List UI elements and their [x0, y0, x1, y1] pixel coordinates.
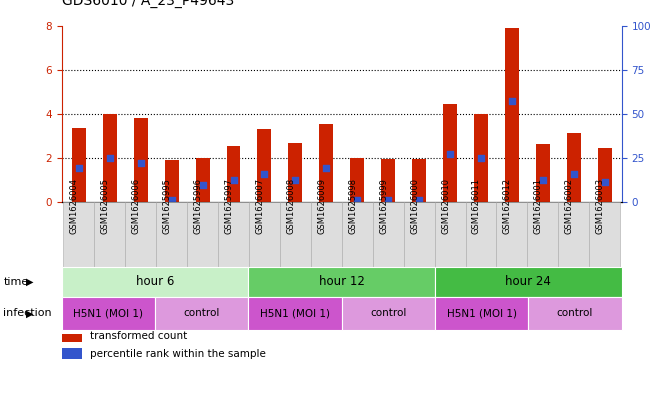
Bar — [249, 297, 342, 330]
Bar — [559, 202, 589, 267]
Bar — [342, 202, 373, 267]
Text: H5N1 (MOI 1): H5N1 (MOI 1) — [447, 309, 517, 318]
Point — [538, 177, 548, 184]
Text: GSM1626000: GSM1626000 — [410, 178, 419, 233]
Bar — [598, 148, 612, 202]
Point — [445, 151, 455, 157]
Bar — [435, 267, 622, 297]
Bar — [474, 114, 488, 202]
Point — [383, 197, 393, 203]
Text: H5N1 (MOI 1): H5N1 (MOI 1) — [260, 309, 330, 318]
Bar — [258, 129, 271, 202]
Bar — [227, 146, 240, 202]
Point — [74, 165, 84, 171]
Bar — [536, 144, 550, 202]
Point — [229, 177, 239, 184]
Text: ▶: ▶ — [26, 309, 34, 318]
Text: hour 24: hour 24 — [505, 275, 551, 288]
Bar — [288, 143, 302, 202]
Bar — [412, 159, 426, 202]
Text: GSM1626004: GSM1626004 — [70, 178, 79, 233]
Text: control: control — [370, 309, 407, 318]
Bar — [72, 129, 86, 202]
Text: GSM1626011: GSM1626011 — [472, 178, 481, 233]
Point — [197, 182, 208, 188]
Text: GSM1626007: GSM1626007 — [255, 178, 264, 234]
Bar — [133, 118, 148, 202]
Point — [259, 171, 270, 177]
Bar — [465, 202, 497, 267]
Bar — [103, 114, 117, 202]
Bar — [435, 297, 529, 330]
Bar — [381, 159, 395, 202]
Bar — [165, 160, 178, 202]
Text: GSM1625995: GSM1625995 — [163, 178, 172, 233]
Text: hour 6: hour 6 — [136, 275, 174, 288]
Bar — [342, 297, 435, 330]
Text: GSM1626003: GSM1626003 — [596, 178, 605, 234]
Text: H5N1 (MOI 1): H5N1 (MOI 1) — [74, 309, 143, 318]
Bar — [497, 202, 527, 267]
Text: control: control — [557, 309, 593, 318]
Bar — [350, 158, 364, 202]
Point — [506, 97, 517, 104]
Bar — [62, 297, 155, 330]
Bar — [320, 124, 333, 202]
Text: GSM1625996: GSM1625996 — [193, 178, 202, 233]
Bar — [195, 158, 210, 202]
Point — [321, 165, 331, 171]
Text: GSM1626002: GSM1626002 — [565, 178, 574, 233]
Bar — [527, 202, 559, 267]
Bar — [249, 267, 435, 297]
Point — [167, 197, 177, 203]
Text: GSM1625997: GSM1625997 — [225, 178, 234, 233]
Bar — [589, 202, 620, 267]
Bar — [529, 297, 622, 330]
Text: transformed count: transformed count — [90, 331, 187, 342]
Bar — [280, 202, 311, 267]
Text: GSM1626010: GSM1626010 — [441, 178, 450, 233]
Bar — [311, 202, 342, 267]
Text: GSM1626006: GSM1626006 — [132, 178, 141, 234]
Bar — [218, 202, 249, 267]
Text: infection: infection — [3, 309, 52, 318]
Bar — [62, 331, 82, 342]
Bar — [567, 133, 581, 202]
Bar — [404, 202, 435, 267]
Text: GDS6010 / A_23_P49643: GDS6010 / A_23_P49643 — [62, 0, 234, 8]
Bar — [249, 202, 280, 267]
Text: GSM1626012: GSM1626012 — [503, 178, 512, 233]
Text: percentile rank within the sample: percentile rank within the sample — [90, 349, 266, 359]
Text: GSM1625999: GSM1625999 — [379, 178, 388, 233]
Point — [105, 155, 115, 161]
Bar — [62, 267, 249, 297]
Bar — [125, 202, 156, 267]
Point — [600, 179, 610, 185]
Text: control: control — [184, 309, 220, 318]
Text: GSM1626005: GSM1626005 — [101, 178, 110, 233]
Point — [414, 197, 424, 203]
Bar — [505, 28, 519, 202]
Text: GSM1626008: GSM1626008 — [286, 178, 296, 234]
Text: ▶: ▶ — [26, 277, 34, 287]
Text: time: time — [3, 277, 29, 287]
Bar — [94, 202, 125, 267]
Bar — [435, 202, 465, 267]
Bar — [155, 297, 249, 330]
Text: hour 12: hour 12 — [319, 275, 365, 288]
Bar — [63, 202, 94, 267]
Point — [568, 171, 579, 177]
Bar — [443, 104, 457, 202]
Text: GSM1626001: GSM1626001 — [534, 178, 543, 233]
Point — [476, 155, 486, 161]
Point — [290, 177, 301, 184]
Text: GSM1626009: GSM1626009 — [317, 178, 326, 233]
Point — [352, 197, 363, 203]
Bar — [62, 348, 82, 359]
Bar — [187, 202, 218, 267]
Bar — [156, 202, 187, 267]
Text: GSM1625998: GSM1625998 — [348, 178, 357, 233]
Point — [135, 160, 146, 166]
Bar — [373, 202, 404, 267]
